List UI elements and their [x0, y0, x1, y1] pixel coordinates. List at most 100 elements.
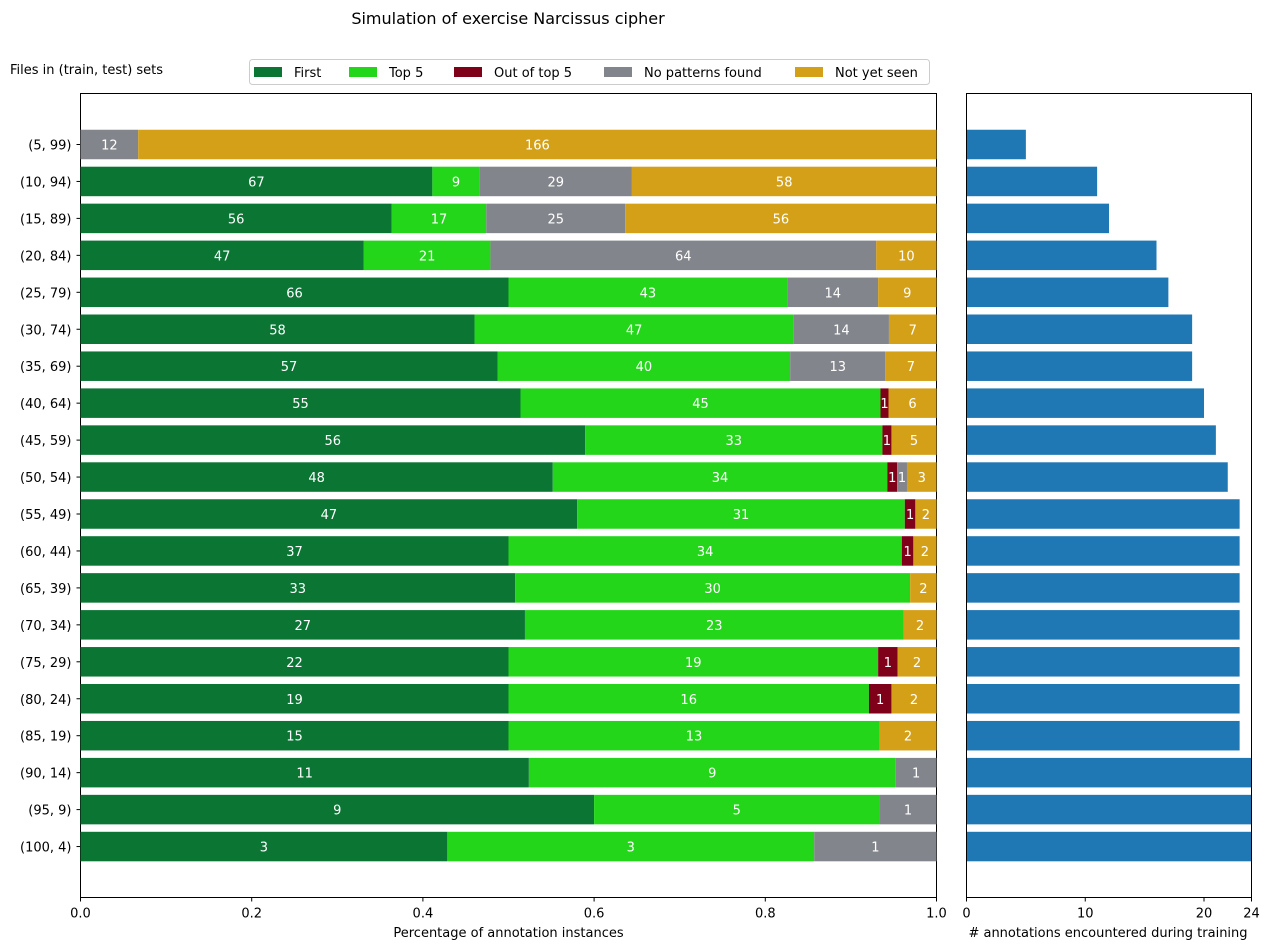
x-axis-label: Percentage of annotation instances: [393, 926, 623, 941]
annotation-count-bar: [966, 794, 1252, 825]
bar-top-5: [363, 240, 491, 271]
bar-value-label: 57: [281, 360, 298, 375]
bar-value-label: 3: [627, 841, 635, 856]
bar-not-yet-seen: [878, 277, 937, 308]
bar-value-label: 1: [888, 471, 896, 486]
bar-value-label: 9: [708, 767, 716, 782]
legend-swatch: [254, 67, 282, 77]
legend-label: No patterns found: [644, 66, 762, 81]
x-tick-label: 0: [962, 907, 970, 922]
bar-top-5: [432, 166, 480, 197]
annotation-count-bar: [966, 610, 1240, 640]
bar-value-label: 55: [292, 397, 309, 412]
bar-value-label: 48: [308, 471, 325, 486]
bar-value-label: 9: [452, 175, 460, 190]
bar-not-yet-seen: [903, 610, 937, 640]
y-tick-label: (60, 44): [20, 545, 72, 560]
bar-value-label: 66: [286, 286, 303, 301]
y-tick-label: (70, 34): [20, 619, 72, 634]
bar-value-label: 15: [286, 730, 303, 745]
bar-value-label: 22: [286, 656, 303, 671]
bar-not-yet-seen: [625, 203, 937, 234]
bar-value-label: 13: [829, 360, 846, 375]
bar-value-label: 29: [547, 175, 564, 190]
y-tick-label: (50, 54): [20, 471, 72, 486]
bar-not-yet-seen: [910, 573, 937, 603]
x-tick-label: 0.4: [413, 907, 434, 922]
bar-top-5: [508, 720, 880, 751]
annotation-count-bar: [966, 831, 1252, 862]
bar-first: [80, 573, 516, 603]
bar-value-label: 1: [906, 508, 914, 523]
bar-value-label: 25: [547, 212, 564, 227]
annotation-count-bar: [966, 240, 1157, 271]
bar-first: [80, 351, 498, 381]
bar-value-label: 33: [290, 582, 307, 597]
bar-first: [80, 203, 392, 234]
y-tick-label: (95, 9): [28, 804, 71, 819]
legend-swatch: [349, 67, 377, 77]
bar-value-label: 2: [919, 582, 927, 597]
bar-not-yet-seen: [138, 129, 937, 160]
bar-value-label: 56: [325, 434, 342, 449]
legend-label: Top 5: [388, 66, 423, 81]
annotation-count-bar: [966, 425, 1216, 455]
bar-out-of-top-5: [868, 684, 892, 714]
bar-top-5: [474, 314, 794, 344]
bar-no-patterns-found: [80, 129, 139, 160]
bar-value-label: 56: [773, 212, 790, 227]
bar-not-yet-seen: [876, 240, 937, 271]
main-plot-frame: [80, 93, 937, 898]
legend-swatch: [454, 67, 482, 77]
bar-top-5: [585, 425, 883, 455]
x-tick-label: 0.0: [70, 907, 91, 922]
bar-no-patterns-found: [486, 203, 626, 234]
bar-first: [80, 462, 553, 492]
y-axis-label: Files in (train, test) sets: [10, 63, 163, 78]
bar-top-5: [552, 462, 888, 492]
bar-top-5: [447, 831, 815, 862]
bar-value-label: 23: [706, 619, 723, 634]
bar-value-label: 45: [692, 397, 709, 412]
bar-value-label: 2: [910, 693, 918, 708]
bar-value-label: 43: [640, 286, 657, 301]
bar-not-yet-seen: [888, 314, 937, 344]
bar-value-label: 12: [101, 139, 118, 154]
bar-value-label: 9: [333, 804, 341, 819]
annotation-count-bar: [966, 314, 1193, 344]
bar-value-label: 11: [296, 767, 313, 782]
bar-first: [80, 536, 509, 566]
bar-value-label: 10: [898, 249, 915, 264]
bar-top-5: [524, 610, 904, 640]
y-tick-label: (45, 59): [20, 434, 72, 449]
bar-value-label: 34: [697, 545, 714, 560]
y-tick-label: (55, 49): [20, 508, 72, 523]
bar-value-label: 1: [880, 397, 888, 412]
legend-label: Out of top 5: [494, 66, 572, 81]
annotation-count-bar: [966, 462, 1228, 492]
legend-frame: [249, 59, 930, 85]
bar-value-label: 14: [833, 323, 850, 338]
bar-top-5: [508, 684, 869, 714]
bar-first: [80, 647, 509, 677]
y-tick-label: (25, 79): [20, 286, 72, 301]
x-tick-label: 24: [1243, 907, 1260, 922]
bar-value-label: 1: [883, 434, 891, 449]
bar-no-patterns-found: [479, 166, 632, 197]
bar-first: [80, 277, 509, 308]
annotation-count-bar: [966, 536, 1240, 566]
legend-item-not-yet-seen: Not yet seen: [795, 66, 918, 81]
bar-value-label: 1: [904, 804, 912, 819]
y-tick-label: (35, 69): [20, 360, 72, 375]
bar-no-patterns-found: [897, 462, 907, 492]
y-tick-label: (75, 29): [20, 656, 72, 671]
bar-value-label: 47: [321, 508, 338, 523]
legend-item-first: First: [254, 66, 321, 81]
main-plot: 12 166(5, 99)67 9 29 58(10, 94)56 17 25 56(15, …: [20, 93, 947, 941]
bar-top-5: [520, 388, 881, 418]
x-tick-label: 0.2: [241, 907, 262, 922]
bar-not-yet-seen: [891, 425, 937, 455]
bar-not-yet-seen: [631, 166, 937, 197]
bar-value-label: 30: [704, 582, 721, 597]
bar-not-yet-seen: [885, 351, 937, 381]
